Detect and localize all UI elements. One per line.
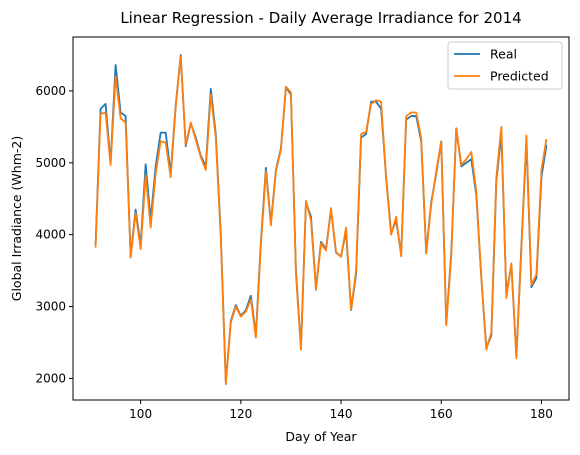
series-line-predicted: [94, 55, 548, 386]
x-tick-label: 160: [430, 407, 453, 421]
chart-title: Linear Regression - Daily Average Irradi…: [120, 9, 521, 27]
x-axis: 100 120 140 160 180: [129, 400, 553, 421]
series-layer: [94, 54, 548, 386]
legend: Real Predicted: [447, 41, 563, 90]
x-tick-label: 180: [530, 407, 553, 421]
y-tick-label: 5000: [35, 156, 66, 170]
y-tick-label: 3000: [35, 300, 66, 314]
y-axis: 2000 3000 4000 5000 6000: [35, 84, 73, 385]
y-tick-label: 2000: [35, 371, 66, 385]
legend-label-predicted: Predicted: [490, 69, 549, 84]
x-tick-label: 120: [229, 407, 252, 421]
x-tick-label: 140: [330, 407, 353, 421]
y-tick-label: 6000: [35, 84, 66, 98]
y-tick-label: 4000: [35, 228, 66, 242]
x-axis-label: Day of Year: [285, 429, 357, 444]
plot-frame: [72, 36, 570, 401]
legend-label-real: Real: [490, 47, 517, 62]
y-axis-label: Global Irradiance (Whm-2): [9, 136, 24, 301]
x-tick-label: 100: [129, 407, 152, 421]
